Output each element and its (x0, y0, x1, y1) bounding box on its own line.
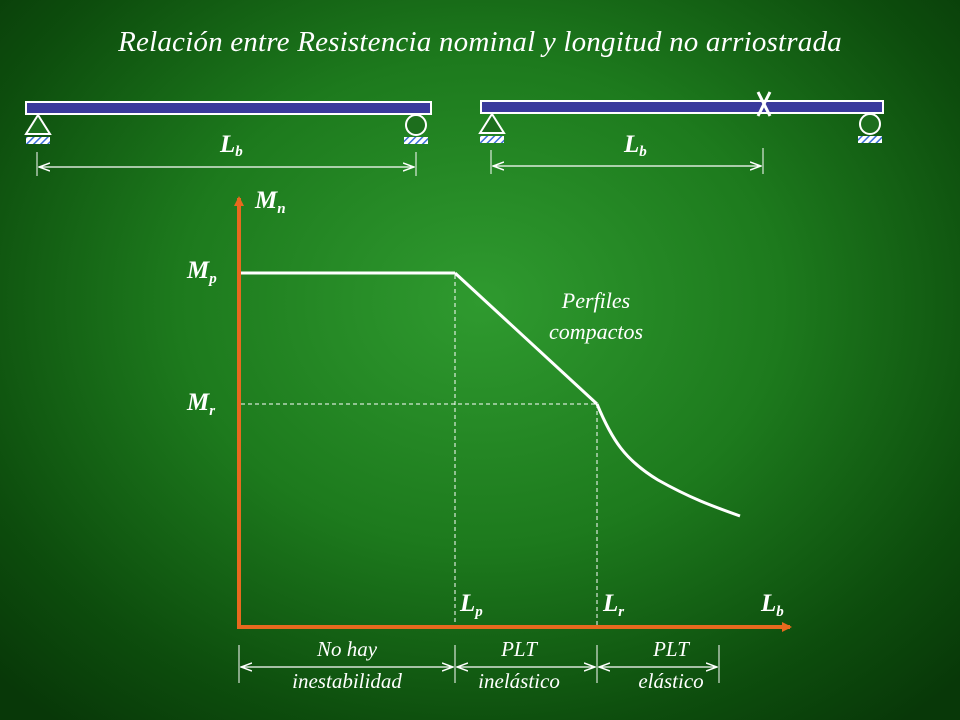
mp-label: Mp (186, 257, 217, 287)
lp-label: Lp (459, 590, 483, 620)
curve-note-line2: compactos (549, 319, 643, 344)
roller-support-icon (858, 113, 882, 143)
x-axis-label: Lb (760, 590, 784, 620)
region-2-line2: inelástico (478, 669, 560, 693)
curve-note-line1: Perfiles (561, 288, 630, 313)
lateral-brace-icon (756, 91, 772, 117)
beam-right: Lb (478, 91, 884, 174)
mr-label: Mr (186, 389, 215, 419)
beam-left-lb-label: Lb (219, 131, 243, 160)
y-axis-label: Mn (254, 187, 286, 217)
roller-support-icon (404, 114, 428, 144)
region-3-line2: elástico (638, 669, 703, 693)
region-2-line1: PLT (500, 637, 538, 661)
beam-right-lb-label: Lb (623, 131, 647, 160)
beam-left: Lb (24, 101, 432, 176)
region-1-line1: No hay (316, 637, 378, 661)
region-1-line2: inestabilidad (292, 669, 402, 693)
slide-title: Relación entre Resistencia nominal y lon… (118, 26, 842, 58)
lr-label: Lr (602, 590, 624, 620)
beam-right-member (480, 100, 884, 114)
strength-curve-elastic (595, 403, 741, 518)
pin-support-icon (478, 112, 506, 143)
region-3-line1: PLT (652, 637, 690, 661)
pin-support-icon (24, 113, 52, 144)
strength-curve-inelastic (453, 271, 599, 406)
beam-left-member (25, 101, 432, 115)
